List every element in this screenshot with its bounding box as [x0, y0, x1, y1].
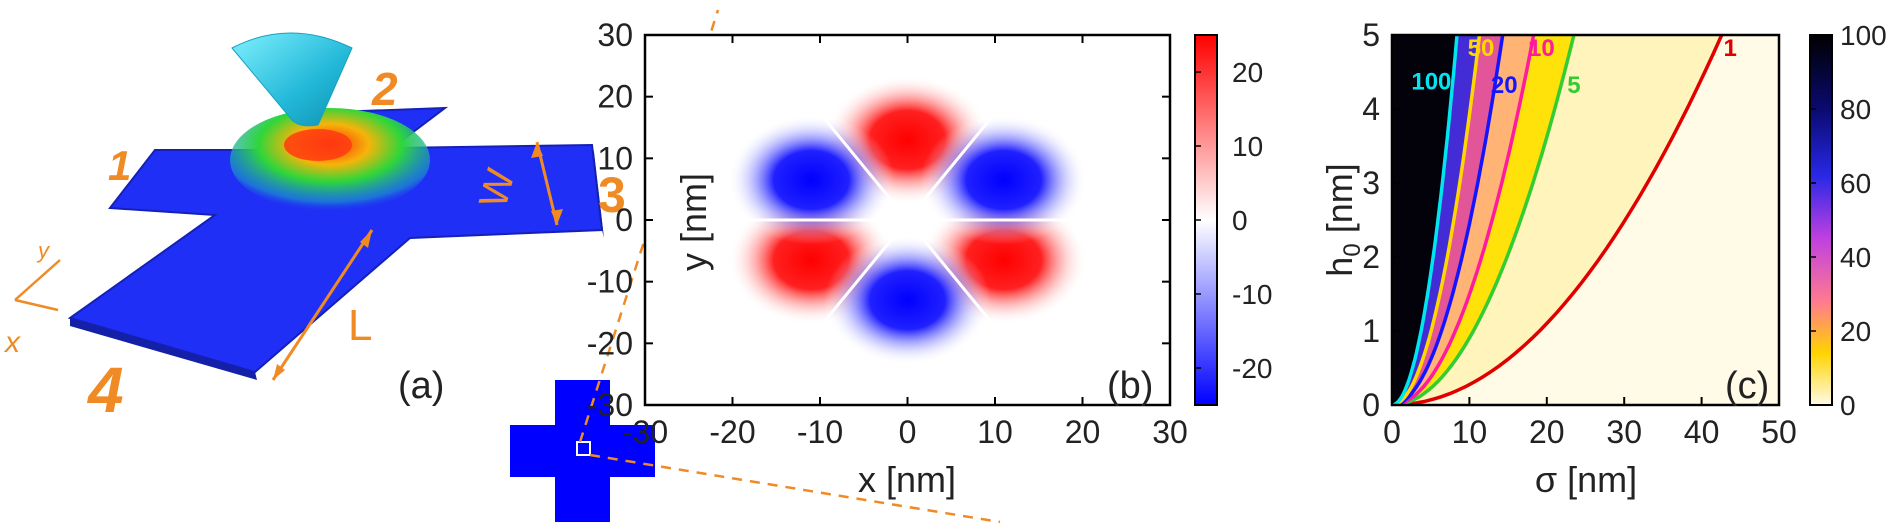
x-tick-label: 10 — [1452, 414, 1488, 450]
length-arrow — [271, 229, 374, 381]
y-tick-label: 2 — [1362, 239, 1380, 275]
negative-lobe — [824, 235, 991, 365]
panel-c-frame — [1390, 33, 1781, 407]
panel-a: 1 2 3 4 W L y x (a) — [3, 32, 626, 426]
y-tick-label: -20 — [587, 325, 633, 361]
contour-region-100 — [1392, 35, 1457, 405]
x-tick-label: -20 — [709, 414, 755, 450]
contour-line-100 — [1392, 35, 1459, 405]
zoom-line-lower — [589, 453, 1001, 523]
panel-b-xlabel: x [nm] — [858, 459, 956, 500]
colorbar-tick-label: 0 — [1840, 390, 1856, 421]
y-tick-label: 0 — [615, 202, 633, 238]
y-tick-label: 3 — [1362, 165, 1380, 201]
xy-axes-indicator: y x — [3, 238, 61, 359]
contour-label-1: 1 — [1724, 35, 1737, 62]
inset-zoom-square — [576, 441, 591, 456]
panel-c-xlabel: σ [nm] — [1535, 459, 1637, 500]
colorbar-tick-label: 60 — [1840, 168, 1871, 199]
colorbar-tick-label: 20 — [1840, 316, 1871, 347]
colorbar-tick-label: -10 — [1232, 279, 1272, 310]
ylabel-main: h — [1319, 257, 1360, 277]
nodal-line — [754, 35, 1061, 405]
ylabel-sub: 0 — [1339, 243, 1366, 256]
panel-b-heatmap — [645, 35, 1170, 405]
contour-line-1 — [1392, 35, 1724, 405]
y-tick-label: 4 — [1362, 91, 1380, 127]
contour-line-20 — [1392, 35, 1505, 405]
cross-plate-edge — [70, 318, 257, 380]
y-tick-label: -10 — [587, 264, 633, 300]
axis-label-y: y — [36, 238, 51, 263]
y-tick-label: 30 — [597, 17, 633, 53]
arm-label-2: 2 — [371, 63, 398, 115]
x-tick-label: 0 — [899, 414, 917, 450]
y-tick-label: 0 — [1362, 387, 1380, 423]
y-tick-label: 5 — [1362, 17, 1380, 53]
ylabel-unit: [nm] — [1319, 163, 1360, 243]
y-tick-label: 20 — [597, 79, 633, 115]
panel-c-heatmap — [1392, 35, 1779, 405]
panel-c-colorbar — [1809, 34, 1833, 406]
negative-lobe — [920, 115, 1087, 245]
x-tick-label: 30 — [1606, 414, 1642, 450]
panel-c-contour-labels: 100 50 10 20 5 1 — [1411, 35, 1737, 99]
x-tick-label: -10 — [797, 414, 843, 450]
x-tick-label: 50 — [1761, 414, 1797, 450]
colorbar-tick-label: 80 — [1840, 94, 1871, 125]
inset-cross — [510, 380, 655, 522]
height-bump-peak — [284, 129, 352, 161]
arm-label-4: 4 — [86, 354, 124, 426]
contour-line-50 — [1392, 35, 1482, 405]
length-label: L — [348, 301, 372, 350]
panel-c-label: (c) — [1725, 365, 1769, 407]
x-tick-label: 20 — [1529, 414, 1565, 450]
contour-label-20: 20 — [1491, 72, 1518, 99]
cross-plate-edge-right — [592, 145, 604, 238]
contour-label-5: 5 — [1567, 72, 1580, 99]
panel-c-colorbar-ticks: 100 80 60 40 20 0 — [1810, 20, 1887, 421]
x-tick-label: 20 — [1065, 414, 1101, 450]
panel-b-colorbar-ticks: 20 10 0 -10 -20 — [1195, 57, 1272, 384]
height-bump — [230, 108, 430, 212]
negative-lobe — [728, 115, 895, 245]
colorbar-tick-label: -20 — [1232, 353, 1272, 384]
arm-label-1: 1 — [108, 142, 131, 189]
y-tick-label: -30 — [587, 387, 633, 423]
colorbar-tick-label: 20 — [1232, 57, 1263, 88]
contour-label-10: 10 — [1528, 35, 1555, 62]
contour-line-10 — [1392, 35, 1536, 405]
panel-b-ylabel: y [nm] — [673, 173, 714, 271]
y-tick-label: 10 — [597, 140, 633, 176]
panel-c-ylabel: h0 [nm] — [1319, 163, 1366, 276]
arm-label-3: 3 — [598, 167, 626, 223]
contour-line-5 — [1392, 35, 1576, 405]
afm-tip — [231, 32, 353, 127]
contour-label-50: 50 — [1468, 35, 1495, 62]
panel-b-ticks: -30 -20 -10 0 10 20 30 30 20 10 0 -10 -20 -30 — [587, 17, 1188, 450]
colorbar-tick-label: 0 — [1232, 205, 1248, 236]
axis-label-x: x — [3, 326, 21, 359]
x-tick-label: -30 — [622, 414, 668, 450]
y-tick-label: 1 — [1362, 313, 1380, 349]
contour-label-100: 100 — [1411, 68, 1451, 95]
x-tick-label: 0 — [1383, 414, 1401, 450]
zoom-inset — [510, 9, 1001, 523]
x-tick-label: 10 — [977, 414, 1013, 450]
colorbar-tick-label: 10 — [1232, 131, 1263, 162]
x-tick-label: 40 — [1684, 414, 1720, 450]
zoom-line-upper — [578, 9, 720, 443]
x-tick-label: 30 — [1152, 414, 1188, 450]
colorbar-tick-label: 40 — [1840, 242, 1871, 273]
panel-b-label: (b) — [1107, 365, 1153, 407]
colorbar-tick-label: 100 — [1840, 20, 1887, 51]
panel-a-label: (a) — [398, 365, 444, 407]
